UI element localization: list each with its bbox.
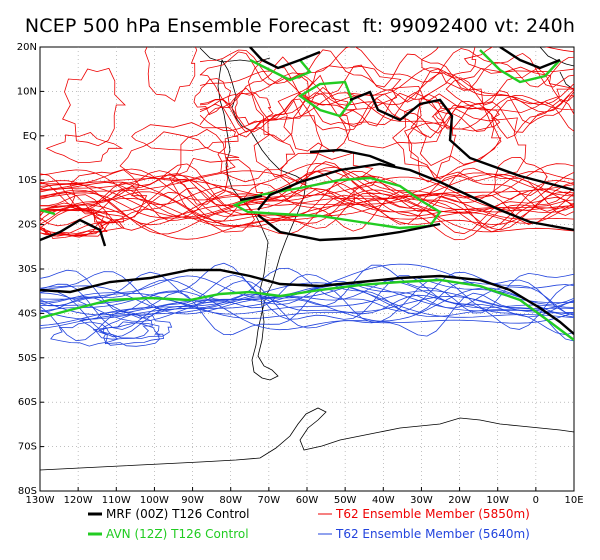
lat-label: 80S	[18, 486, 37, 497]
legend: MRF (00Z) T126 Control T62 Ensemble Membe…	[88, 507, 530, 541]
red-ensemble-contour	[40, 161, 574, 216]
lon-label: 70W	[258, 495, 281, 506]
lon-label: 30W	[410, 495, 433, 506]
legend-label: AVN (12Z) T126 Control	[106, 527, 249, 541]
red-ensemble-contour	[199, 49, 574, 91]
lat-label: EQ	[23, 131, 37, 142]
red-ensemble-contour	[45, 132, 124, 163]
red-ensemble-contour	[40, 209, 125, 238]
lon-label: 40W	[372, 495, 395, 506]
lat-label: 50S	[18, 353, 37, 364]
red-ensemble-contour	[168, 157, 264, 233]
blue-ensemble-contour	[50, 321, 119, 347]
lon-label: 80W	[219, 495, 242, 506]
mrf-control-contour-tropics	[249, 47, 574, 192]
blue-ensemble-contour	[40, 278, 574, 338]
blue-ensemble-contour	[40, 274, 574, 330]
blue-ensemble-contour	[40, 284, 574, 322]
blue-ensemble-contour	[93, 321, 165, 346]
red-ensemble-contour	[144, 47, 198, 102]
red-ensemble-contour	[40, 175, 574, 219]
lon-label: 120W	[64, 495, 93, 506]
red-ensemble-contour	[40, 170, 574, 228]
red-ensemble-contour	[119, 131, 240, 182]
blue-ensemble-contour	[40, 290, 574, 315]
lat-label: 20S	[18, 220, 37, 231]
lon-label: 50W	[334, 495, 357, 506]
lon-label: 90W	[181, 495, 204, 506]
lon-label: 20W	[448, 495, 471, 506]
central-america-coastline	[199, 47, 271, 63]
avn-control-contour-west	[40, 208, 56, 216]
lat-label: 10S	[18, 175, 37, 186]
avn-control-contour-south	[40, 278, 574, 341]
lon-label: 130W	[26, 495, 55, 506]
red-ensemble-contour	[253, 99, 323, 186]
red-ensemble-contour	[131, 122, 239, 151]
legend-label: T62 Ensemble Member (5850m)	[335, 507, 530, 521]
red-ensemble-contour	[217, 127, 296, 183]
lat-label: 20N	[17, 42, 37, 53]
red-ensemble-contour	[40, 204, 107, 237]
lon-label: 110W	[102, 495, 131, 506]
lon-label: 10W	[486, 495, 509, 506]
blue-ensemble-contour	[40, 287, 574, 331]
red-ensemble-contour	[199, 97, 574, 139]
red-ensemble-contour	[40, 172, 574, 206]
blue-ensemble-contour	[40, 295, 574, 329]
ensemble-contours	[40, 47, 574, 347]
map-title: NCEP 500 hPa Ensemble Forecast ft: 99092…	[24, 15, 576, 37]
lat-label: 70S	[18, 442, 37, 453]
red-ensemble-contour	[199, 72, 574, 113]
red-ensemble-contour	[62, 67, 126, 147]
lon-label: 100W	[140, 495, 169, 506]
lon-label: 10E	[564, 495, 583, 506]
blue-ensemble-contour	[40, 262, 574, 314]
red-ensemble-contour	[199, 47, 574, 88]
red-ensemble-contour	[247, 56, 310, 142]
lon-label: 60W	[296, 495, 319, 506]
lat-label: 60S	[18, 397, 37, 408]
mrf-control-contour-subtropics	[239, 148, 396, 202]
red-ensemble-contour	[199, 86, 574, 129]
blue-ensemble-contour	[103, 314, 173, 339]
red-ensemble-contour	[404, 108, 527, 182]
mrf-control-contour-south	[40, 268, 574, 335]
red-ensemble-contour	[40, 178, 574, 206]
lat-label: 30S	[18, 264, 37, 275]
legend-label: MRF (00Z) T126 Control	[106, 507, 250, 521]
blue-ensemble-contour	[40, 287, 574, 342]
south-america-coastline	[217, 58, 307, 381]
red-ensemble-contour	[493, 157, 548, 200]
red-ensemble-contour	[40, 208, 122, 237]
lat-label: 40S	[18, 308, 37, 319]
red-ensemble-contour	[199, 92, 574, 132]
blue-ensemble-contour	[40, 295, 574, 319]
red-ensemble-contour	[40, 181, 574, 235]
lon-label: 0	[533, 495, 539, 506]
red-ensemble-contour	[199, 64, 574, 106]
red-ensemble-contour	[445, 66, 574, 113]
red-ensemble-contour	[40, 202, 104, 239]
avn-control-contour-north	[232, 176, 442, 230]
red-ensemble-contour	[69, 169, 148, 228]
antarctica-coastline	[39, 407, 575, 471]
red-ensemble-contour	[40, 197, 574, 240]
blue-ensemble-contour	[98, 322, 161, 347]
legend-label: T62 Ensemble Member (5640m)	[335, 527, 530, 541]
lat-label: 10N	[17, 86, 37, 97]
red-ensemble-contour	[280, 152, 380, 203]
red-ensemble-contour	[421, 47, 477, 84]
mrf-control-contour-mid	[40, 162, 574, 247]
